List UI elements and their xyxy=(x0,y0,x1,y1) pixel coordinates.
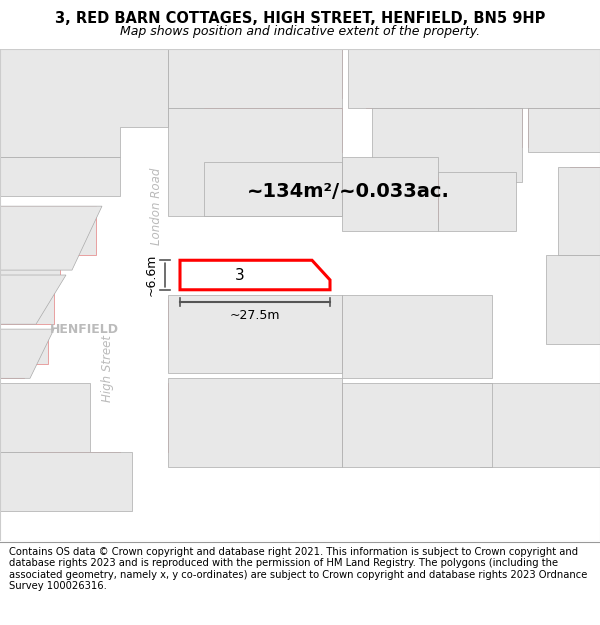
Polygon shape xyxy=(354,299,480,369)
Text: ~134m²/~0.033ac.: ~134m²/~0.033ac. xyxy=(247,182,449,201)
Polygon shape xyxy=(204,162,282,206)
Polygon shape xyxy=(342,157,438,231)
Polygon shape xyxy=(168,107,342,216)
Polygon shape xyxy=(354,162,432,221)
Polygon shape xyxy=(486,49,600,98)
Text: Map shows position and indicative extent of the property.: Map shows position and indicative extent… xyxy=(120,25,480,38)
Polygon shape xyxy=(570,167,600,246)
Polygon shape xyxy=(0,329,54,378)
Polygon shape xyxy=(168,49,342,108)
Polygon shape xyxy=(0,206,102,270)
Polygon shape xyxy=(342,383,492,467)
Polygon shape xyxy=(480,383,600,467)
Polygon shape xyxy=(180,260,330,290)
Polygon shape xyxy=(168,294,342,373)
Text: ~6.6m: ~6.6m xyxy=(145,254,158,296)
Polygon shape xyxy=(204,107,342,172)
Polygon shape xyxy=(0,383,90,452)
Text: ~27.5m: ~27.5m xyxy=(230,309,280,322)
Polygon shape xyxy=(0,275,66,324)
Text: 3: 3 xyxy=(235,268,245,282)
Polygon shape xyxy=(0,157,120,196)
Polygon shape xyxy=(18,122,108,152)
Text: London Road: London Road xyxy=(149,168,163,245)
Polygon shape xyxy=(348,49,600,108)
Polygon shape xyxy=(354,393,480,452)
Polygon shape xyxy=(0,49,162,122)
Text: Contains OS data © Crown copyright and database right 2021. This information is : Contains OS data © Crown copyright and d… xyxy=(9,546,587,591)
Polygon shape xyxy=(342,294,492,378)
Polygon shape xyxy=(0,334,48,378)
Polygon shape xyxy=(486,107,522,147)
Polygon shape xyxy=(372,107,522,181)
Polygon shape xyxy=(168,383,342,452)
Polygon shape xyxy=(558,167,600,256)
Polygon shape xyxy=(168,299,342,369)
Polygon shape xyxy=(438,177,510,221)
Polygon shape xyxy=(204,49,342,98)
Polygon shape xyxy=(204,162,342,216)
Polygon shape xyxy=(30,452,120,501)
Polygon shape xyxy=(0,49,168,157)
Polygon shape xyxy=(474,127,516,167)
Polygon shape xyxy=(558,265,600,334)
Text: 3, RED BARN COTTAGES, HIGH STREET, HENFIELD, BN5 9HP: 3, RED BARN COTTAGES, HIGH STREET, HENFI… xyxy=(55,11,545,26)
Text: High Street: High Street xyxy=(101,335,115,402)
Polygon shape xyxy=(0,452,132,511)
Polygon shape xyxy=(492,393,600,457)
Polygon shape xyxy=(528,107,600,147)
Polygon shape xyxy=(18,152,84,172)
Polygon shape xyxy=(0,206,96,280)
Polygon shape xyxy=(378,118,468,181)
Polygon shape xyxy=(366,49,474,108)
Polygon shape xyxy=(546,256,600,344)
Polygon shape xyxy=(168,378,342,467)
Text: HENFIELD: HENFIELD xyxy=(49,322,119,336)
Polygon shape xyxy=(0,393,84,442)
Polygon shape xyxy=(294,162,342,206)
Polygon shape xyxy=(528,107,600,152)
Polygon shape xyxy=(0,290,54,324)
Polygon shape xyxy=(438,172,516,231)
